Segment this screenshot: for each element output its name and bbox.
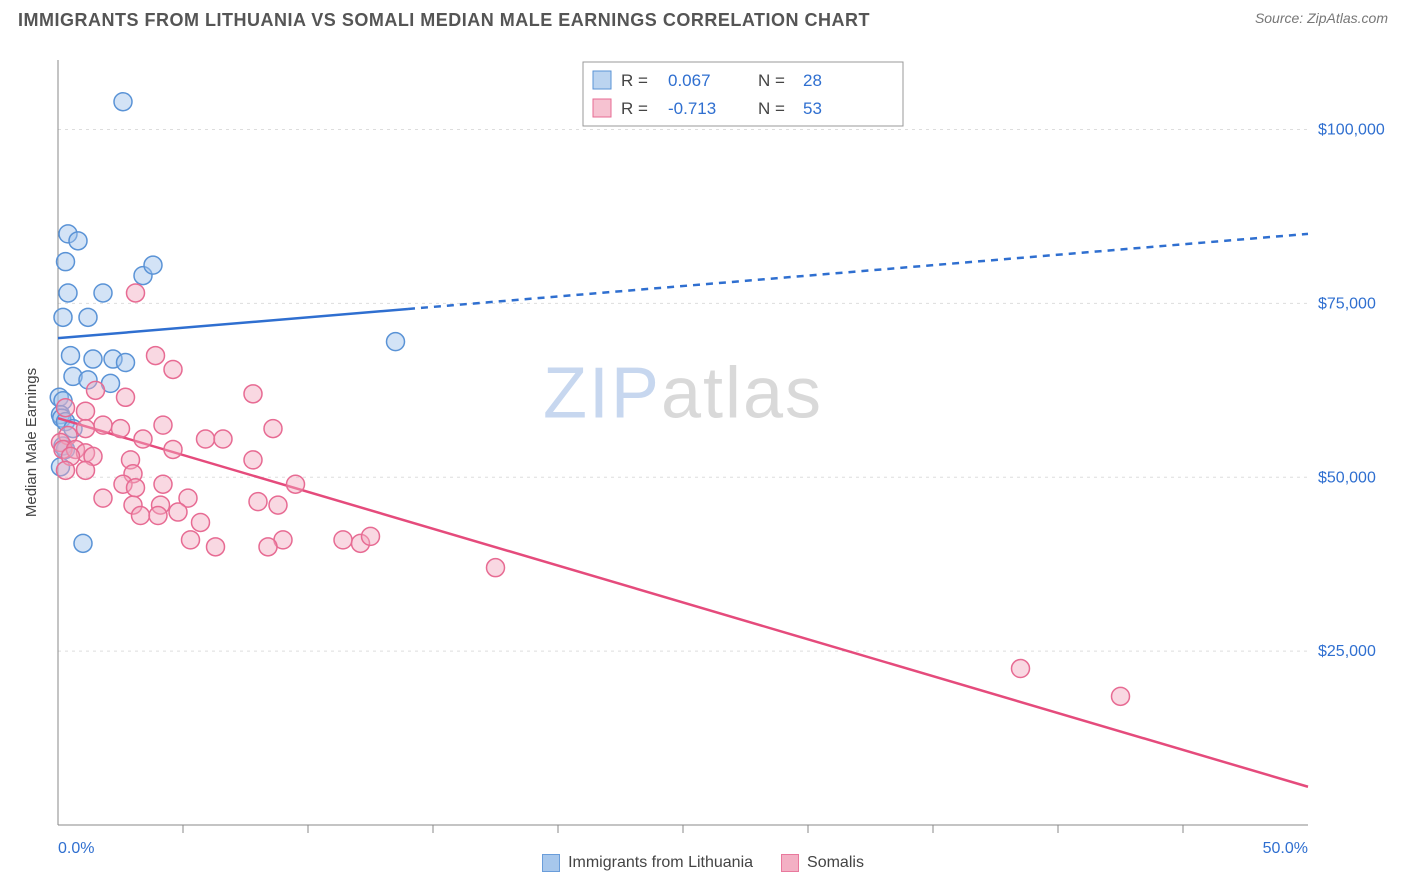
data-point bbox=[147, 347, 165, 365]
trend-line bbox=[58, 309, 408, 338]
data-point bbox=[144, 256, 162, 274]
data-point bbox=[77, 420, 95, 438]
data-point bbox=[77, 402, 95, 420]
data-point bbox=[59, 284, 77, 302]
data-point bbox=[132, 507, 150, 525]
data-point bbox=[264, 420, 282, 438]
data-point bbox=[74, 534, 92, 552]
data-point bbox=[114, 93, 132, 111]
chart-title: IMMIGRANTS FROM LITHUANIA VS SOMALI MEDI… bbox=[18, 10, 870, 31]
legend-label: Immigrants from Lithuania bbox=[568, 854, 753, 872]
legend-item: Immigrants from Lithuania bbox=[542, 854, 753, 872]
data-point bbox=[94, 489, 112, 507]
data-point bbox=[117, 354, 135, 372]
data-point bbox=[54, 308, 72, 326]
data-point bbox=[94, 416, 112, 434]
data-point bbox=[154, 475, 172, 493]
y-tick-label: $50,000 bbox=[1318, 469, 1376, 486]
data-point bbox=[334, 531, 352, 549]
data-point bbox=[244, 385, 262, 403]
data-point bbox=[127, 479, 145, 497]
legend-item: Somalis bbox=[781, 854, 864, 872]
correlation-scatter-chart: $25,000 $50,000 $75,000 $100,000 ZIPatlas 0.0… bbox=[18, 45, 1388, 867]
data-point bbox=[244, 451, 262, 469]
svg-text:N =: N = bbox=[758, 71, 785, 90]
data-point bbox=[134, 430, 152, 448]
y-axis-title: Median Male Earnings bbox=[23, 368, 40, 517]
y-tick-label: $100,000 bbox=[1318, 122, 1385, 139]
source-attribution: Source: ZipAtlas.com bbox=[1255, 10, 1388, 26]
data-point bbox=[69, 232, 87, 250]
data-point bbox=[182, 531, 200, 549]
watermark: ZIPatlas bbox=[543, 354, 823, 434]
chart-container: $25,000 $50,000 $75,000 $100,000 ZIPatlas 0.0… bbox=[18, 45, 1388, 872]
data-point bbox=[57, 399, 75, 417]
y-tick-label: $25,000 bbox=[1318, 643, 1376, 660]
data-point bbox=[387, 333, 405, 351]
data-point bbox=[164, 360, 182, 378]
trend-line bbox=[58, 418, 1308, 787]
data-point bbox=[84, 350, 102, 368]
data-point bbox=[249, 493, 267, 511]
data-point bbox=[1012, 660, 1030, 678]
svg-text:-0.713: -0.713 bbox=[668, 99, 716, 118]
svg-text:R =: R = bbox=[621, 71, 648, 90]
data-point bbox=[94, 284, 112, 302]
data-point bbox=[154, 416, 172, 434]
data-point bbox=[1112, 687, 1130, 705]
svg-text:N =: N = bbox=[758, 99, 785, 118]
data-point bbox=[487, 559, 505, 577]
svg-text:0.067: 0.067 bbox=[668, 71, 711, 90]
correlation-legend: R = 0.067 N = 28 R = -0.713 N = 53 bbox=[583, 62, 903, 126]
legend-swatch bbox=[781, 854, 799, 872]
data-point bbox=[214, 430, 232, 448]
svg-text:53: 53 bbox=[803, 99, 822, 118]
data-point bbox=[197, 430, 215, 448]
legend-swatch bbox=[542, 854, 560, 872]
data-point bbox=[127, 284, 145, 302]
series-legend: Immigrants from Lithuania Somalis bbox=[18, 854, 1388, 872]
data-point bbox=[79, 308, 97, 326]
svg-text:R =: R = bbox=[621, 99, 648, 118]
data-point bbox=[112, 420, 130, 438]
data-point bbox=[269, 496, 287, 514]
data-point bbox=[57, 461, 75, 479]
data-point bbox=[259, 538, 277, 556]
data-point bbox=[287, 475, 305, 493]
data-point bbox=[62, 347, 80, 365]
data-point bbox=[362, 527, 380, 545]
data-point bbox=[77, 461, 95, 479]
data-point bbox=[164, 440, 182, 458]
data-point bbox=[57, 253, 75, 271]
data-point bbox=[207, 538, 225, 556]
svg-text:28: 28 bbox=[803, 71, 822, 90]
data-point bbox=[87, 381, 105, 399]
data-point bbox=[149, 507, 167, 525]
trend-line-extrapolated bbox=[408, 234, 1308, 309]
data-point bbox=[117, 388, 135, 406]
y-tick-label: $75,000 bbox=[1318, 295, 1376, 312]
data-point bbox=[169, 503, 187, 521]
data-point bbox=[192, 513, 210, 531]
legend-label: Somalis bbox=[807, 854, 864, 872]
